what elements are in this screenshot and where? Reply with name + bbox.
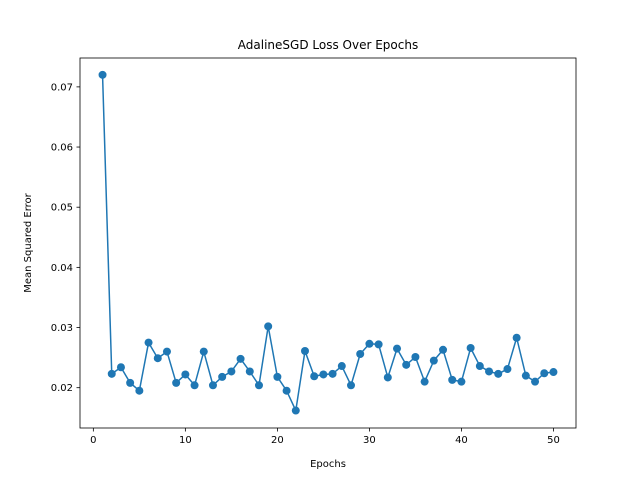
data-point xyxy=(319,370,328,379)
data-point xyxy=(531,377,540,386)
data-point xyxy=(254,381,263,390)
data-point xyxy=(549,368,558,377)
data-point xyxy=(144,338,153,347)
x-tick-label: 10 xyxy=(179,435,192,446)
data-point xyxy=(162,347,171,356)
x-tick-label: 40 xyxy=(455,435,468,446)
data-point xyxy=(190,381,199,390)
data-point xyxy=(466,343,475,352)
data-point xyxy=(475,362,484,371)
data-point xyxy=(291,406,300,415)
data-point xyxy=(282,386,291,395)
data-point xyxy=(494,369,503,378)
y-tick-label: 0.05 xyxy=(51,203,73,214)
data-point xyxy=(245,367,254,376)
data-point xyxy=(457,377,466,386)
y-tick-label: 0.03 xyxy=(51,323,73,334)
data-point xyxy=(485,367,494,376)
data-point xyxy=(383,373,392,382)
y-axis-label: Mean Squared Error xyxy=(23,192,34,292)
data-point xyxy=(540,369,549,378)
data-point xyxy=(264,322,273,331)
data-point xyxy=(328,369,337,378)
y-tick-label: 0.02 xyxy=(51,383,73,394)
ticks: 0 10 20 30 40 50 0.02 0.03 0.04 0.05 0.06 0.07 xyxy=(51,82,560,446)
data-point xyxy=(153,354,162,363)
x-tick-label: 0 xyxy=(90,435,96,446)
data-point xyxy=(172,378,181,387)
data-point xyxy=(448,375,457,384)
data-point xyxy=(310,372,319,381)
data-point xyxy=(126,378,135,387)
data-point xyxy=(374,340,383,349)
data-point xyxy=(273,372,282,381)
y-tick-label: 0.04 xyxy=(51,263,73,274)
plot-area xyxy=(98,70,558,415)
chart-title: AdalineSGD Loss Over Epochs xyxy=(238,38,418,52)
data-point xyxy=(503,365,512,374)
data-point xyxy=(337,362,346,371)
x-axis-label: Epochs xyxy=(310,459,346,470)
data-point xyxy=(420,377,429,386)
data-point xyxy=(227,367,236,376)
x-tick-label: 50 xyxy=(547,435,560,446)
data-point xyxy=(402,360,411,369)
axes-frame xyxy=(79,57,577,429)
data-point xyxy=(393,344,402,353)
data-point xyxy=(98,70,107,79)
y-tick-label: 0.06 xyxy=(51,143,73,154)
data-point xyxy=(208,381,217,390)
x-tick-label: 30 xyxy=(363,435,376,446)
data-point xyxy=(116,363,125,372)
data-point xyxy=(135,386,144,395)
data-point xyxy=(218,372,227,381)
data-point xyxy=(512,333,521,342)
data-point xyxy=(521,371,530,380)
data-point xyxy=(236,354,245,363)
data-point xyxy=(347,381,356,390)
data-point xyxy=(356,350,365,358)
data-point xyxy=(300,346,309,355)
data-point xyxy=(365,339,374,348)
data-point xyxy=(411,353,420,362)
y-tick-label: 0.07 xyxy=(51,82,73,93)
data-point xyxy=(181,370,190,379)
data-point xyxy=(199,347,208,356)
x-tick-label: 20 xyxy=(271,435,284,446)
data-point xyxy=(107,369,116,378)
data-point xyxy=(439,345,448,354)
data-point xyxy=(429,356,438,365)
